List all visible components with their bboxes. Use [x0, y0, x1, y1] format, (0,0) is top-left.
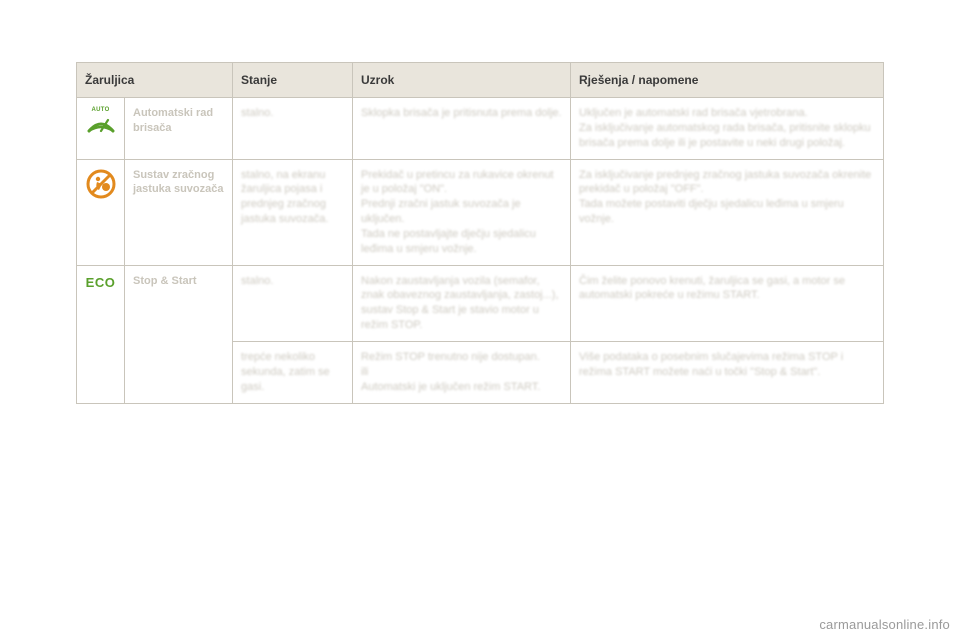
- row-cause: Sklopka brisača je pritisnuta prema dolj…: [353, 98, 571, 160]
- row-solution: Više podataka o posebnim slučajevima rež…: [571, 341, 884, 403]
- row-state: stalno.: [233, 265, 353, 341]
- row-name: Automatski rad brisača: [125, 98, 233, 160]
- row-name: Sustav zračnog jastuka suvozača: [125, 159, 233, 265]
- table-row: AUTO Automatski rad brisača stalno. Sklo…: [77, 98, 884, 160]
- row-solution: Za isključivanje prednjeg zračnog jastuk…: [571, 159, 884, 265]
- row-state: stalno.: [233, 98, 353, 160]
- col-lamp: Žaruljica: [77, 63, 233, 98]
- indicator-table: Žaruljica Stanje Uzrok Rješenja / napome…: [76, 62, 884, 404]
- row-state: trepće nekoliko sekunda, zatim se gasi.: [233, 341, 353, 403]
- col-cause: Uzrok: [353, 63, 571, 98]
- row-name: Stop & Start: [125, 265, 233, 403]
- auto-wiper-icon: AUTO: [77, 98, 125, 160]
- col-state: Stanje: [233, 63, 353, 98]
- row-cause: Režim STOP trenutno nije dostupan.iliAut…: [353, 341, 571, 403]
- row-solution: Čim želite ponovo krenuti, žaruljica se …: [571, 265, 884, 341]
- airbag-off-icon: [77, 159, 125, 265]
- table-row: Sustav zračnog jastuka suvozača stalno, …: [77, 159, 884, 265]
- row-solution: Uključen je automatski rad brisača vjetr…: [571, 98, 884, 160]
- table-header-row: Žaruljica Stanje Uzrok Rješenja / napome…: [77, 63, 884, 98]
- row-state: stalno, na ekranu žaruljica pojasa i pre…: [233, 159, 353, 265]
- row-cause: Prekidač u pretincu za rukavice okrenut …: [353, 159, 571, 265]
- watermark: carmanualsonline.info: [819, 617, 950, 632]
- eco-icon: ECO: [77, 265, 125, 403]
- table-row: ECO Stop & Start stalno. Nakon zaustavlj…: [77, 265, 884, 341]
- col-solution: Rješenja / napomene: [571, 63, 884, 98]
- row-cause: Nakon zaustavljanja vozila (semafor, zna…: [353, 265, 571, 341]
